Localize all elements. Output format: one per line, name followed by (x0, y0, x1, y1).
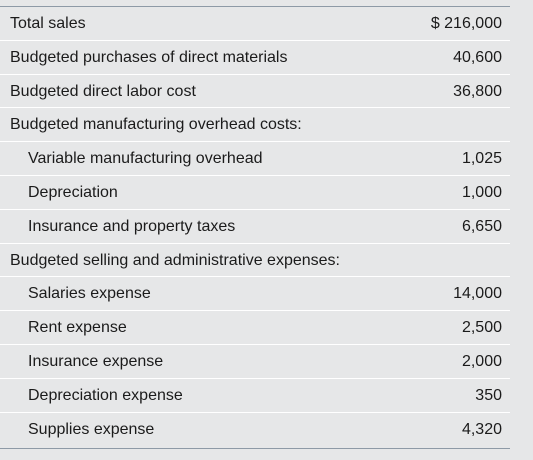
row-value: 1,000 (461, 183, 502, 201)
table-row-supplies-expense: Supplies expense 4,320 (0, 413, 510, 447)
row-label: Salaries expense (28, 285, 151, 303)
table-row-insurance-expense: Insurance expense 2,000 (0, 345, 510, 379)
row-label: Rent expense (28, 319, 127, 337)
table-row-insurance-property-taxes: Insurance and property taxes 6,650 (0, 210, 510, 244)
row-value: 2,000 (461, 352, 502, 370)
section-heading: Budgeted selling and administrative expe… (10, 251, 340, 269)
table-row-overhead-header: Budgeted manufacturing overhead costs: (0, 108, 510, 143)
row-value: $ 216,000 (430, 15, 502, 32)
row-value: 14,000 (453, 285, 502, 303)
row-label: Total sales (10, 15, 86, 32)
row-label: Depreciation expense (28, 386, 183, 404)
bottom-rule (0, 448, 510, 449)
table-row-salaries: Salaries expense 14,000 (0, 277, 510, 312)
section-heading: Budgeted manufacturing overhead costs: (10, 116, 302, 134)
row-label: Insurance expense (28, 352, 164, 370)
row-label: Variable manufacturing overhead (28, 150, 263, 168)
row-value: 1,025 (461, 150, 502, 168)
row-label: Budgeted purchases of direct materials (10, 48, 288, 66)
row-value: 6,650 (461, 217, 502, 235)
row-label: Depreciation (28, 183, 118, 201)
budget-data-table: Total sales $ 216,000 Budgeted purchases… (0, 7, 510, 446)
row-value: 40,600 (453, 48, 502, 66)
table-row-variable-overhead: Variable manufacturing overhead 1,025 (0, 142, 510, 176)
table-row-selling-admin-header: Budgeted selling and administrative expe… (0, 244, 510, 278)
table-row-direct-materials: Budgeted purchases of direct materials 4… (0, 41, 510, 75)
table-row-depreciation: Depreciation 1,000 (0, 176, 510, 210)
row-label: Budgeted direct labor cost (10, 82, 196, 100)
table-row-rent: Rent expense 2,500 (0, 311, 510, 345)
table-row-total-sales: Total sales $ 216,000 (0, 7, 510, 41)
row-label: Supplies expense (28, 420, 155, 438)
table-row-depreciation-expense: Depreciation expense 350 (0, 379, 510, 413)
top-rule (0, 6, 510, 7)
row-value: 350 (475, 386, 502, 404)
table-row-direct-labor: Budgeted direct labor cost 36,800 (0, 75, 510, 109)
row-value: 2,500 (461, 319, 502, 337)
row-label: Insurance and property taxes (28, 217, 236, 235)
row-value: 36,800 (453, 82, 502, 100)
row-value: 4,320 (461, 420, 502, 438)
